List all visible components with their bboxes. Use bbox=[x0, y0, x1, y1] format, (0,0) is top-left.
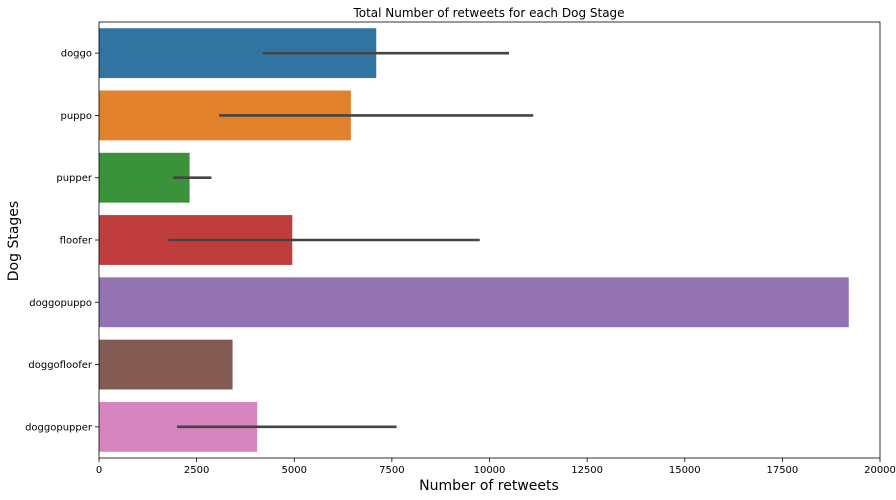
ticks-layer: doggopuppopupperflooferdoggopuppodoggofl… bbox=[25, 49, 896, 476]
y-tick-label: doggofloofer bbox=[28, 360, 92, 371]
y-axis-title: Dog Stages bbox=[6, 201, 22, 281]
x-tick-label: 2500 bbox=[184, 465, 209, 476]
bars-layer bbox=[99, 28, 849, 452]
x-tick-label: 17500 bbox=[766, 465, 798, 476]
x-tick-label: 20000 bbox=[864, 465, 896, 476]
x-tick-label: 12500 bbox=[571, 465, 603, 476]
y-tick-label: floofer bbox=[60, 236, 93, 247]
y-tick-label: doggopuppo bbox=[29, 298, 92, 309]
y-tick-label: pupper bbox=[56, 173, 93, 184]
x-tick-label: 15000 bbox=[669, 465, 701, 476]
x-axis-title: Number of retweets bbox=[419, 478, 559, 494]
y-tick-label: doggopupper bbox=[25, 422, 93, 433]
x-tick-label: 5000 bbox=[282, 465, 307, 476]
y-tick-label: puppo bbox=[61, 111, 93, 122]
bar-doggopuppo bbox=[99, 277, 849, 328]
error-bars-layer bbox=[168, 51, 534, 429]
x-tick-label: 10000 bbox=[474, 465, 506, 476]
chart-title: Total Number of retweets for each Dog St… bbox=[352, 6, 624, 20]
x-tick-label: 0 bbox=[96, 465, 102, 476]
bar-doggofloofer bbox=[99, 339, 233, 390]
y-tick-label: doggo bbox=[61, 49, 92, 60]
x-tick-label: 7500 bbox=[379, 465, 404, 476]
